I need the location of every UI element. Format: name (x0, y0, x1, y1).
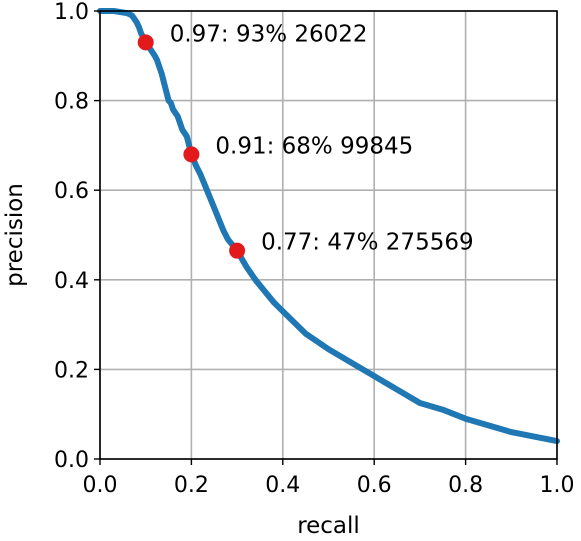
threshold-marker (229, 242, 246, 259)
x-tick-label: 0.4 (265, 473, 300, 498)
x-tick-label: 1.0 (540, 473, 575, 498)
curve-layer (97, 8, 560, 445)
threshold-marker (137, 34, 154, 51)
threshold-marker (183, 146, 200, 163)
y-tick-label: 0.4 (54, 269, 89, 294)
x-tick-label: 0.6 (357, 473, 392, 498)
x-axis-label: recall (297, 513, 360, 539)
plot-frame (99, 10, 558, 460)
y-tick-label: 1.0 (54, 0, 89, 25)
threshold-annotation: 0.91: 68% 99845 (215, 133, 413, 159)
axis-ticks: 0.0 0.2 0.4 0.6 0.8 1.0 0.0 0.2 0.4 0.6 0.8 1.0 (54, 0, 575, 498)
x-tick-label: 0.0 (83, 473, 118, 498)
threshold-annotation: 0.97: 93% 26022 (170, 21, 368, 47)
y-tick-label: 0.2 (54, 358, 89, 383)
marker-layer: 0.97: 93% 26022 0.91: 68% 99845 0.77: 47% … (137, 21, 474, 259)
y-tick-label: 0.0 (54, 448, 89, 473)
x-tick-label: 0.2 (174, 473, 209, 498)
threshold-annotation: 0.77: 47% 275569 (261, 230, 474, 256)
pr-curve-line (97, 8, 560, 445)
y-tick-label: 0.8 (54, 90, 89, 115)
x-tick-label: 0.8 (448, 473, 483, 498)
y-tick-label: 0.6 (54, 179, 89, 204)
y-axis-label: precision (2, 183, 28, 287)
